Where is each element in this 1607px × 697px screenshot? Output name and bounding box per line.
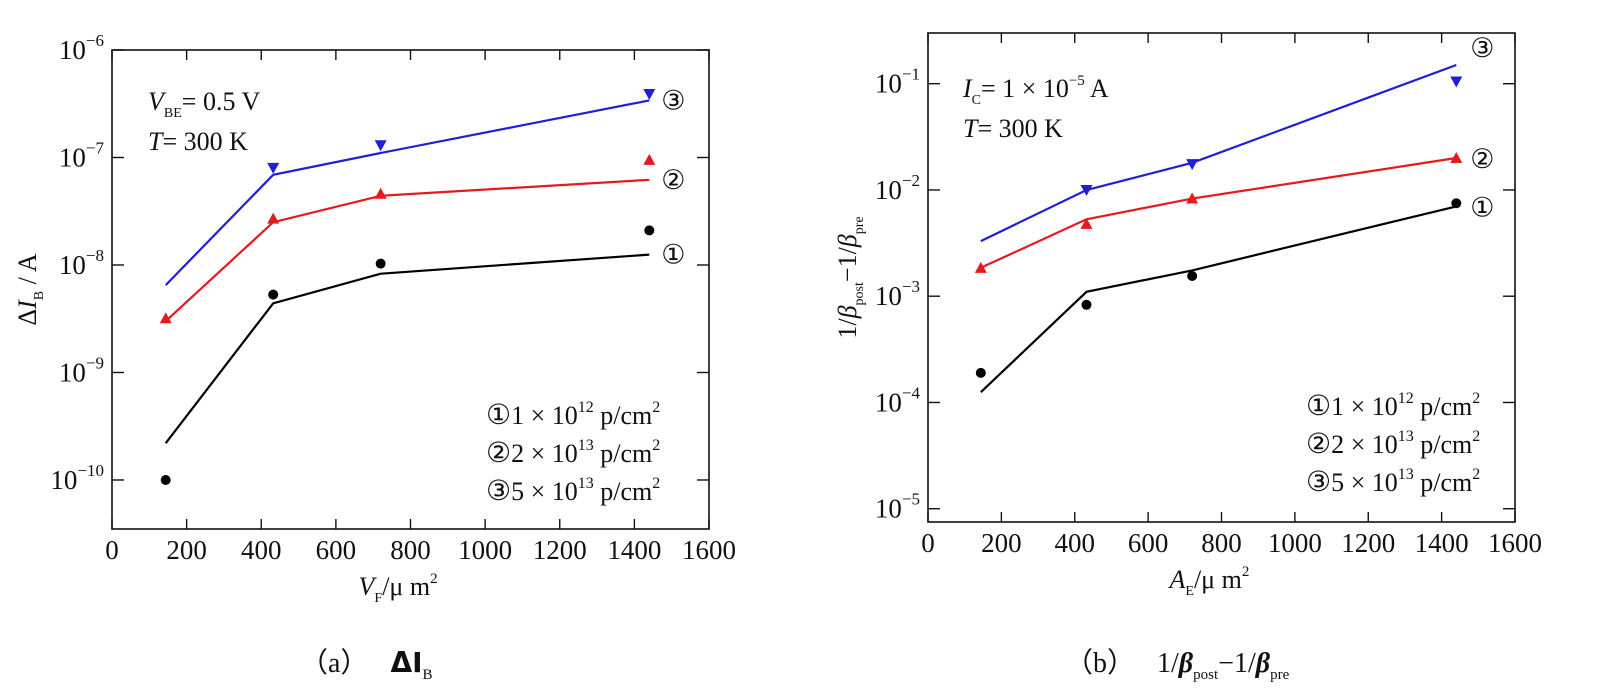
x-tick-label: 1600	[682, 535, 736, 565]
data-point-series-1	[268, 289, 279, 300]
fit-line-series-1	[980, 205, 1457, 393]
data-point-series-3	[1186, 159, 1199, 171]
legend-entry: ①1 × 1012 p/cm2	[486, 399, 660, 431]
x-tick-label: 200	[166, 535, 207, 565]
data-point-series-2	[374, 187, 387, 199]
data-point-series-1	[1187, 270, 1198, 281]
fit-line-series-3	[980, 63, 1457, 243]
data-point-series-1	[375, 258, 386, 269]
x-tick-label: 1600	[1488, 528, 1542, 558]
x-axis-label: VF/μ m2	[359, 571, 438, 606]
y-tick-label: 10−3	[875, 277, 920, 311]
y-tick-label: 10−10	[50, 461, 104, 495]
y-tick-label: 10−7	[59, 138, 105, 172]
x-tick-label: 1000	[458, 535, 512, 565]
chart-panel-a: 0 200 400 600 800 1000 1200 1400 1600 10−10 10−9 10…	[13, 31, 736, 683]
data-point-series-2	[974, 261, 987, 273]
series-label: ①	[1470, 192, 1494, 222]
fit-line-series-3	[164, 99, 650, 286]
y-tick-label: 10−1	[875, 65, 920, 99]
y-tick-label: 10−5	[875, 490, 920, 524]
condition-text: IC= 1 × 10−5 A	[962, 73, 1109, 108]
data-point-series-2	[267, 212, 280, 224]
series-label: ①	[661, 240, 685, 270]
x-tick-label: 400	[1055, 528, 1096, 558]
y-tick-label: 10−8	[59, 246, 104, 280]
data-point-series-3	[374, 140, 387, 152]
x-tick-label: 200	[981, 528, 1022, 558]
data-point-series-3	[1450, 76, 1463, 88]
condition-text: VBE= 0.5 V	[148, 87, 260, 121]
series-label: ③	[661, 85, 685, 115]
fit-line-series-2	[164, 178, 650, 323]
legend-entry: ③5 × 1013 p/cm2	[1306, 466, 1480, 498]
data-point-series-2	[1450, 151, 1463, 163]
x-tick-label: 1200	[533, 535, 587, 565]
x-tick-label: 800	[1201, 528, 1242, 558]
condition-text: T= 300 K	[148, 127, 248, 156]
series-label: ②	[661, 165, 685, 195]
y-tick-label: 10−2	[875, 171, 920, 205]
x-tick-label: 1400	[1415, 528, 1469, 558]
y-axis-label: 1/βpost−1/βpre	[833, 216, 867, 338]
x-tick-label: 0	[921, 528, 935, 558]
y-tick-label: 10−9	[59, 353, 104, 387]
chart-panel-b: 0 200 400 600 800 1000 1200 1400 1600 10−5 10−4 10−…	[833, 32, 1542, 683]
y-tick-label: 10−6	[59, 31, 104, 65]
figure-caption: （b） 1/βpost−1/βpre	[1065, 647, 1290, 683]
x-tick-label: 400	[241, 535, 282, 565]
data-point-series-1	[644, 225, 655, 236]
legend-entry: ③5 × 1013 p/cm2	[486, 475, 660, 507]
data-point-series-2	[159, 312, 172, 324]
data-point-series-1	[975, 367, 986, 378]
data-point-series-3	[267, 162, 280, 174]
x-tick-label: 600	[1128, 528, 1169, 558]
x-tick-label: 800	[390, 535, 431, 565]
x-axis-label: AE/μ m2	[1168, 564, 1250, 599]
data-point-series-2	[1186, 192, 1199, 204]
data-point-series-1	[160, 474, 171, 485]
series-label: ②	[1470, 144, 1494, 174]
condition-text: T= 300 K	[963, 114, 1063, 143]
y-axis-label: ΔIB / A	[13, 253, 47, 326]
x-tick-label: 600	[316, 535, 357, 565]
data-point-series-2	[643, 153, 656, 165]
x-tick-label: 0	[105, 535, 119, 565]
data-point-series-3	[643, 88, 656, 100]
series-label: ③	[1470, 33, 1494, 63]
data-point-series-1	[1081, 299, 1092, 310]
legend-entry: ②2 × 1013 p/cm2	[1306, 428, 1480, 460]
x-tick-label: 1400	[607, 535, 661, 565]
data-point-series-3	[1080, 184, 1093, 196]
fit-line-series-1	[164, 253, 650, 444]
x-tick-label: 1000	[1268, 528, 1322, 558]
legend-entry: ②2 × 1013 p/cm2	[486, 437, 660, 469]
x-tick-label: 1200	[1341, 528, 1395, 558]
data-point-series-2	[1080, 217, 1093, 229]
legend-entry: ①1 × 1012 p/cm2	[1306, 390, 1480, 422]
data-point-series-1	[1451, 198, 1462, 209]
figure-caption: （a） ΔIB	[300, 646, 433, 683]
fit-line-series-2	[980, 156, 1457, 269]
y-tick-label: 10−4	[875, 383, 921, 417]
